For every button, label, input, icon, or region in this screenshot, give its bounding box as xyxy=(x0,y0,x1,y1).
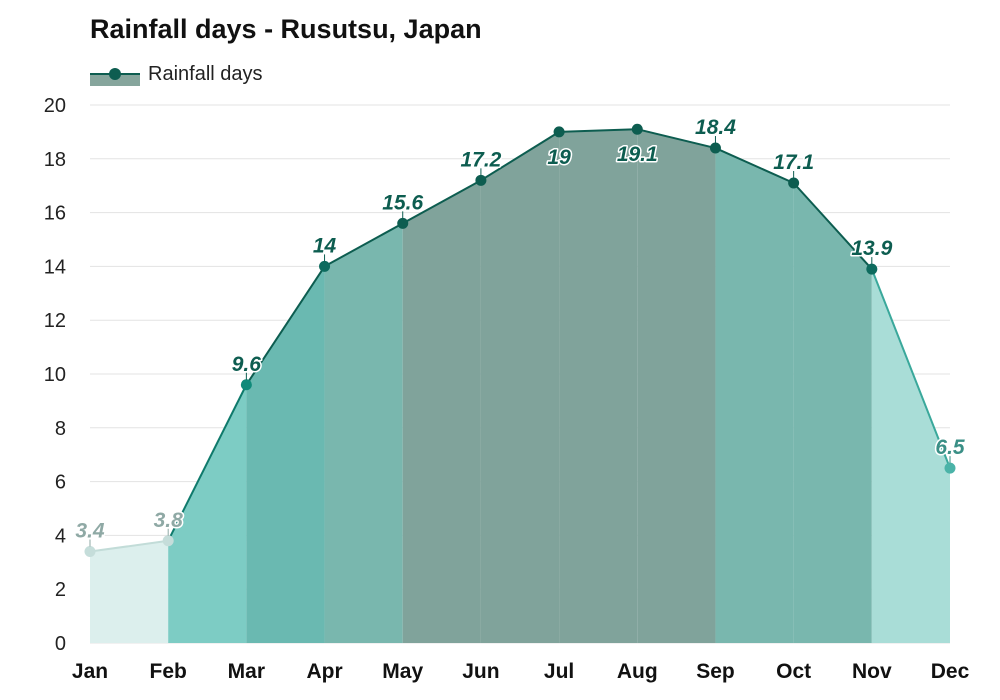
data-point-feb xyxy=(162,535,174,547)
data-point-jul xyxy=(553,126,565,138)
x-tick-label-nov: Nov xyxy=(852,660,892,683)
data-label-dec: 6.5 xyxy=(935,436,965,459)
series-line xyxy=(89,128,951,553)
y-tick-label-8: 8 xyxy=(55,418,66,440)
y-tick-label-4: 4 xyxy=(55,525,66,547)
area-band-mar xyxy=(246,266,325,643)
line-segment-feb xyxy=(167,384,248,542)
data-point-apr xyxy=(319,260,331,272)
area-band-nov xyxy=(871,269,950,643)
data-label-feb: 3.8 xyxy=(154,509,184,532)
line-segment-mar xyxy=(245,265,326,386)
line-segment-sep xyxy=(715,147,795,184)
line-segment-nov xyxy=(870,268,951,469)
area-band-oct xyxy=(793,183,872,643)
y-tick-label-16: 16 xyxy=(44,203,66,225)
x-tick-label-aug: Aug xyxy=(617,660,658,683)
x-tick-label-jun: Jun xyxy=(462,660,499,683)
data-label-jul: 19 xyxy=(547,146,571,169)
area-band-jun xyxy=(480,131,560,643)
area-band-jan xyxy=(90,540,169,643)
y-tick-label-6: 6 xyxy=(55,472,66,494)
line-segment-jan xyxy=(89,539,169,553)
data-label-jan: 3.4 xyxy=(75,520,105,543)
line-segment-aug xyxy=(637,128,716,150)
line-segment-jul xyxy=(559,128,638,133)
x-tick-label-mar: Mar xyxy=(228,660,265,683)
data-label-aug: 19.1 xyxy=(617,143,658,166)
line-segment-apr xyxy=(324,222,404,268)
legend: Rainfall days xyxy=(90,60,263,88)
x-tick-label-feb: Feb xyxy=(150,660,187,683)
data-point-jan xyxy=(84,546,96,558)
data-point-mar xyxy=(240,379,252,391)
x-tick-label-jan: Jan xyxy=(72,660,108,683)
x-tick-label-dec: Dec xyxy=(931,660,970,683)
area-band-sep xyxy=(715,148,794,644)
y-tick-label-0: 0 xyxy=(55,633,66,655)
line-segment-jun xyxy=(480,131,560,182)
y-axis: 0 2 4 6 8 10 12 14 16 18 20 xyxy=(44,95,66,655)
data-point-may xyxy=(397,217,409,229)
data-label-oct: 17.1 xyxy=(773,151,814,174)
y-tick-label-14: 14 xyxy=(44,256,66,278)
area-band-apr xyxy=(324,223,403,644)
legend-label: Rainfall days xyxy=(148,62,263,85)
x-axis: Jan Feb Mar Apr May Jun Jul Aug Sep Oct Nov Dec xyxy=(72,660,970,683)
data-label-nov: 13.9 xyxy=(851,237,892,260)
data-point-oct xyxy=(788,177,800,189)
area-band-feb xyxy=(168,384,247,643)
data-label-jun: 17.2 xyxy=(460,148,501,171)
y-tick-label-20: 20 xyxy=(44,95,66,117)
area-bands xyxy=(90,129,950,644)
area-band-may xyxy=(402,180,481,643)
line-segment-oct xyxy=(792,182,873,270)
data-point-nov xyxy=(866,263,878,275)
x-tick-label-apr: Apr xyxy=(306,660,342,683)
data-point-sep xyxy=(709,142,721,154)
data-label-sep: 18.4 xyxy=(695,116,736,139)
x-tick-label-sep: Sep xyxy=(696,660,735,683)
line-segment-may xyxy=(402,179,482,225)
data-point-aug xyxy=(631,123,643,135)
data-label-apr: 14 xyxy=(313,234,337,257)
x-tick-label-jul: Jul xyxy=(544,660,574,683)
data-point-dec xyxy=(944,462,956,474)
area-band-jul xyxy=(559,129,638,643)
area-band-aug xyxy=(637,129,716,643)
y-tick-label-18: 18 xyxy=(44,149,66,171)
y-tick-label-12: 12 xyxy=(44,310,66,332)
y-tick-label-10: 10 xyxy=(44,364,66,386)
legend-swatch-icon xyxy=(90,62,140,86)
x-tick-label-may: May xyxy=(382,660,423,683)
data-label-mar: 9.6 xyxy=(232,353,262,376)
x-tick-label-oct: Oct xyxy=(776,660,811,683)
data-labels: 3.4 3.8 9.6 14 15.6 17.2 19 19.1 18.4 17.1 13.9 6.5 xyxy=(74,115,966,547)
chart-title: Rainfall days - Rusutsu, Japan xyxy=(90,14,482,44)
data-label-may: 15.6 xyxy=(382,191,423,214)
data-point-jun xyxy=(475,174,487,186)
data-points xyxy=(84,123,956,558)
y-tick-label-2: 2 xyxy=(55,579,66,601)
